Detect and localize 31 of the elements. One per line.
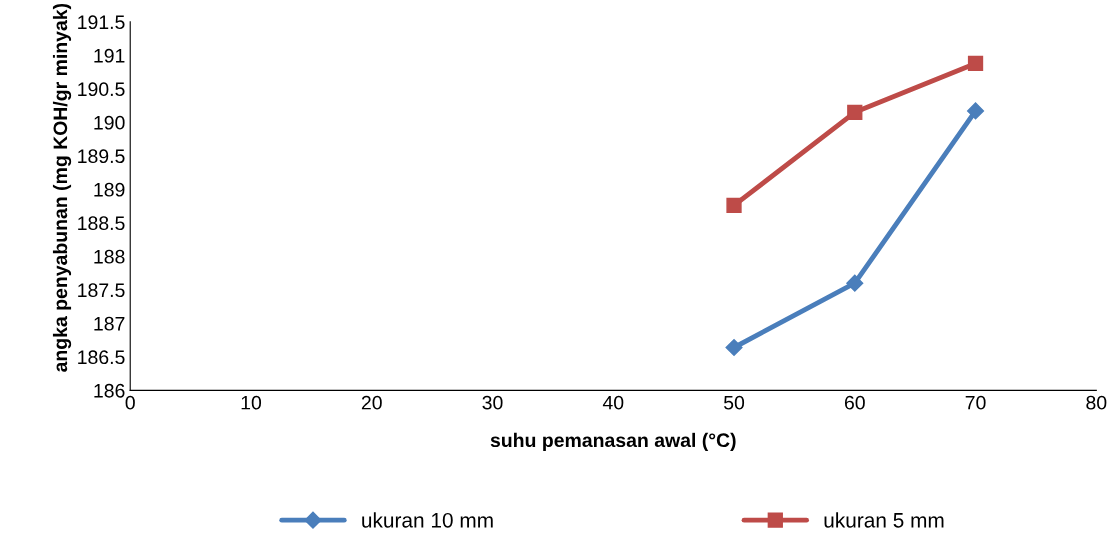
y-tick-label: 190.5	[78, 82, 125, 97]
y-tick-label: 189	[94, 182, 125, 197]
point	[725, 338, 743, 357]
x-tick-label: 10	[241, 395, 262, 410]
x-tick-label: 20	[361, 395, 382, 410]
x-axis-title: suhu pemanasan awal (°C)	[490, 432, 736, 451]
x-tick-label: 0	[125, 395, 135, 410]
y-tick-label: 187	[94, 316, 125, 331]
y-tick-label: 187.5	[78, 283, 125, 298]
y-tick-label: 188	[94, 249, 125, 264]
y-tick-label: 191.5	[78, 15, 125, 30]
x-tick-label: 40	[602, 395, 624, 410]
x-tick-label: 80	[1086, 395, 1107, 410]
y-tick-label: 186	[94, 383, 125, 398]
x-tick-label: 60	[844, 395, 865, 410]
y-tick-label: 191	[94, 48, 125, 63]
y-axis-title: angka penyabunan (mg KOH/gr minyak)	[52, 3, 72, 372]
legend-label: ukuran 5 mm	[824, 512, 944, 528]
x-tick-label: 50	[723, 395, 745, 410]
x-tick-label: 70	[965, 395, 986, 410]
point	[966, 102, 985, 120]
x-tick-label: 30	[482, 395, 503, 410]
y-tick-label: 189.5	[78, 149, 125, 164]
legend-label: ukuran 10 mm	[362, 512, 493, 528]
point	[846, 274, 864, 292]
y-tick-label: 190	[94, 115, 125, 130]
point	[967, 55, 984, 72]
y-tick-label: 186.5	[78, 350, 125, 365]
point	[847, 104, 863, 120]
point	[726, 197, 742, 214]
y-tick-label: 188.5	[78, 216, 125, 231]
